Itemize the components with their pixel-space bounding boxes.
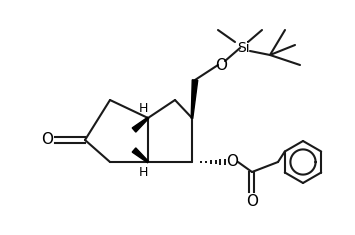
Text: O: O — [215, 58, 227, 73]
Polygon shape — [132, 148, 148, 163]
Text: O: O — [41, 133, 53, 148]
Polygon shape — [132, 118, 148, 132]
Text: O: O — [246, 193, 258, 208]
Text: H: H — [138, 102, 148, 114]
Text: H: H — [138, 165, 148, 179]
Polygon shape — [191, 80, 198, 118]
Text: Si: Si — [237, 41, 249, 55]
Text: O: O — [226, 154, 238, 169]
